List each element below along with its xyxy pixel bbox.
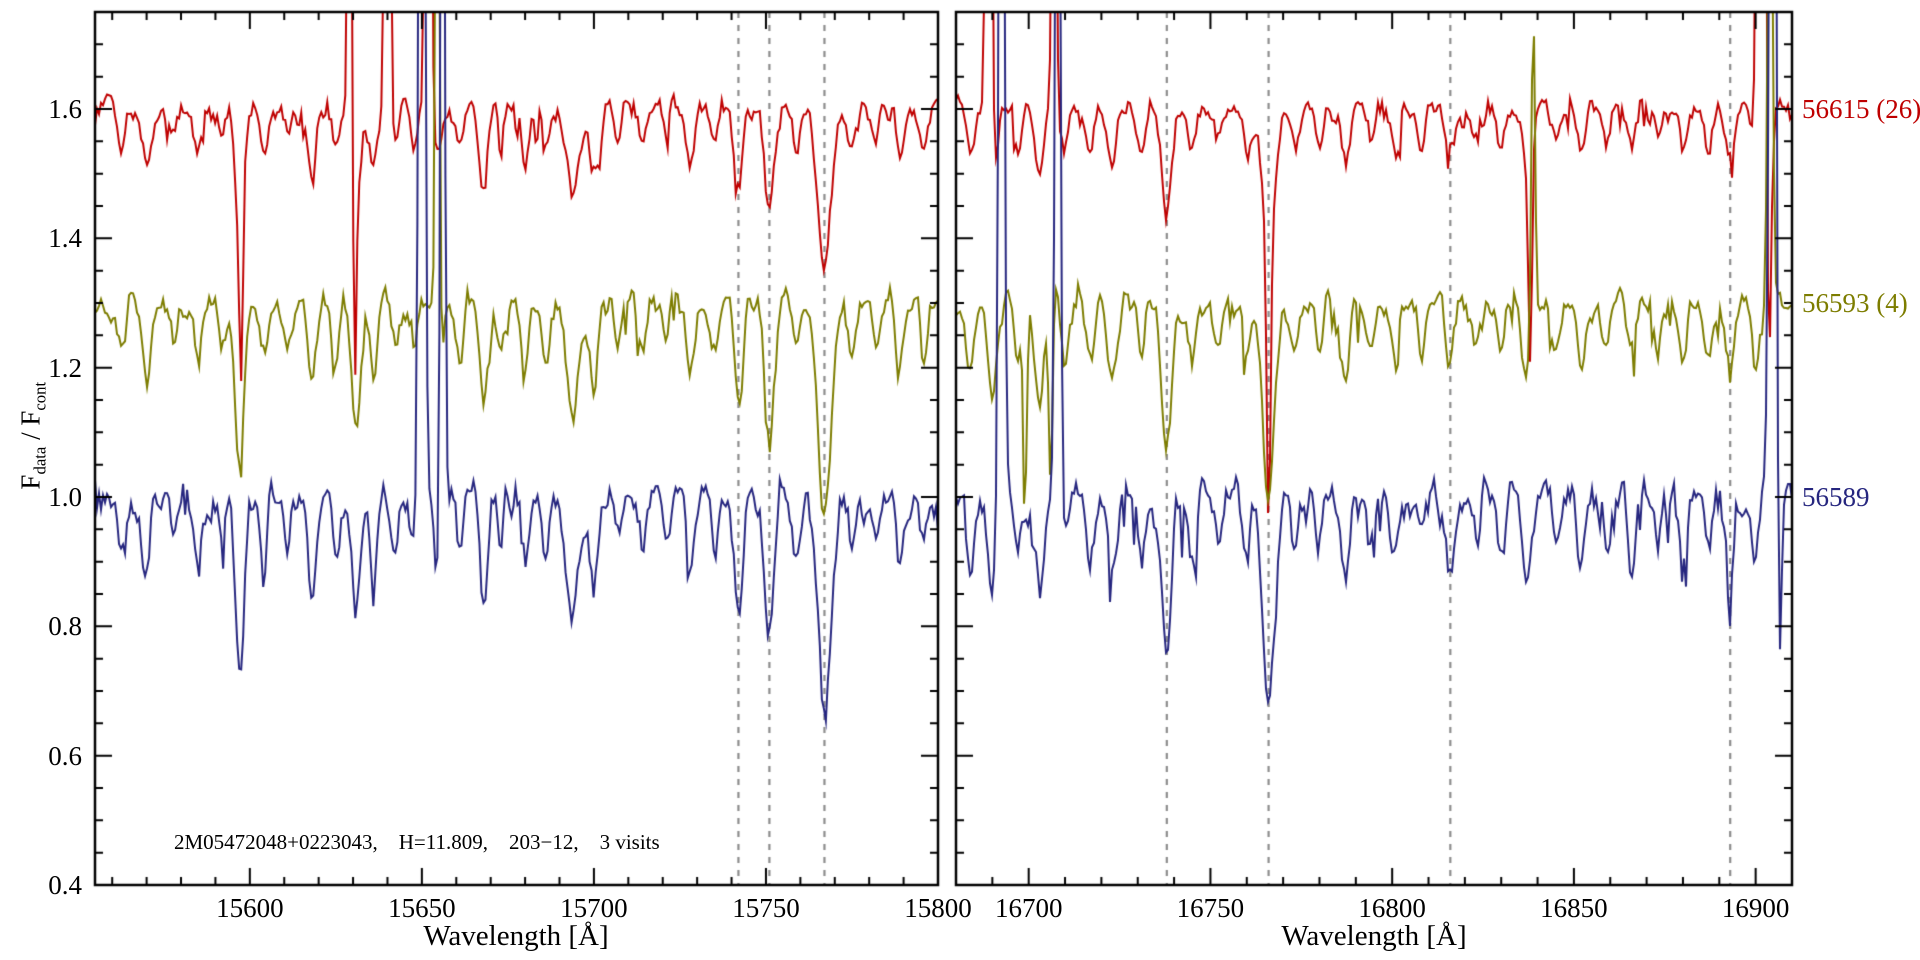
y-axis-title-divider: / F (15, 410, 46, 447)
x-tick-label: 15650 (388, 893, 456, 923)
y-tick-label: 0.8 (48, 611, 82, 642)
y-tick-label: 1.0 (48, 482, 82, 512)
y-tick-label: 1.6 (48, 94, 82, 124)
x-tick-label: 16800 (1358, 893, 1426, 923)
y-axis-title-sub-data: data (30, 446, 50, 475)
series-label: 56589 (1802, 482, 1870, 512)
x-tick-label: 15750 (732, 893, 800, 923)
y-tick-label: 1.4 (48, 223, 82, 254)
target-annotation: 2M05472048+0223043, H=11.809, 203−12, 3 … (174, 830, 660, 854)
x-axis-title-left: Wavelength [Å] (423, 920, 609, 952)
x-tick-label: 16700 (994, 893, 1063, 923)
series-label: 56615 (26) (1802, 94, 1920, 124)
x-tick-label: 15800 (904, 893, 972, 923)
series-label: 56593 (4) (1802, 288, 1908, 318)
x-tick-label: 16750 (1176, 893, 1245, 923)
x-tick-label: 16900 (1721, 893, 1790, 923)
x-tick-label: 15700 (560, 893, 628, 923)
y-axis-title-sub-cont: cont (30, 381, 50, 411)
x-axis-title-right: Wavelength [Å] (1281, 920, 1467, 952)
x-tick-label: 16850 (1540, 893, 1608, 923)
y-tick-label: 0.4 (48, 870, 82, 900)
x-tick-label: 15600 (216, 893, 284, 923)
y-tick-label: 1.2 (48, 352, 82, 383)
y-tick-label: 0.6 (48, 740, 82, 771)
